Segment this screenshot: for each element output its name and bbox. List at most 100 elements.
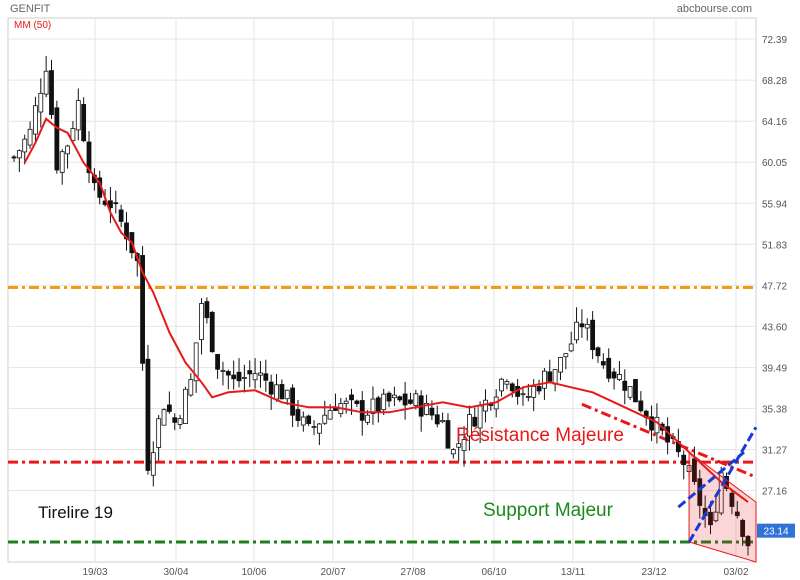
candle <box>209 311 215 353</box>
candle <box>193 342 199 393</box>
candle <box>467 405 472 451</box>
candle-body <box>429 407 435 416</box>
candle-body <box>627 386 633 398</box>
candle-body <box>16 150 22 159</box>
candle-body <box>156 418 162 448</box>
candle-body <box>654 416 660 434</box>
y-axis: 72.39 68.28 64.16 60.05 55.94 51.83 47.72 43.60… <box>762 35 787 497</box>
x-tick-label: 10/06 <box>241 567 266 578</box>
candle-body <box>86 141 92 174</box>
candle <box>354 399 360 407</box>
candle-body <box>617 374 622 380</box>
candle <box>33 96 38 142</box>
candle-body <box>472 416 478 427</box>
channel-upper <box>687 426 758 543</box>
x-tick-label: 13/11 <box>561 567 586 578</box>
candle-body <box>531 386 537 398</box>
last-price-value: 23.14 <box>763 527 788 538</box>
candle <box>536 379 542 395</box>
candle-body <box>311 426 317 428</box>
y-tick-label: 31.27 <box>762 446 787 457</box>
candle-body <box>600 361 606 366</box>
candle-body <box>413 393 419 406</box>
candle <box>49 59 54 120</box>
x-tick-label: 19/03 <box>82 567 107 578</box>
candle-body <box>327 409 333 420</box>
candle-body <box>590 319 596 351</box>
candle <box>729 488 735 515</box>
chart-title: GENFIT <box>10 3 51 15</box>
plot-frame <box>7 17 757 563</box>
candle <box>22 134 28 165</box>
candle <box>499 377 504 397</box>
candle-body <box>150 452 156 476</box>
candle-body <box>745 535 751 547</box>
candle <box>413 389 419 410</box>
candle-body <box>375 397 381 412</box>
y-tick-label: 43.60 <box>762 322 787 333</box>
y-tick-label: 60.05 <box>762 158 787 169</box>
y-tick-label: 72.39 <box>762 35 787 46</box>
channel-lower <box>677 451 745 509</box>
candle <box>606 348 612 383</box>
candle-body <box>402 393 408 406</box>
falling-channel <box>688 451 757 563</box>
candle-body <box>188 379 194 396</box>
candle-body <box>204 301 210 319</box>
candle-body <box>284 389 290 400</box>
candle-body <box>59 151 65 173</box>
candle-body <box>27 128 33 146</box>
candle <box>734 501 740 519</box>
candle-body <box>241 376 247 379</box>
candle-body <box>145 358 151 471</box>
candle-body <box>708 511 713 526</box>
x-tick-label: 03/02 <box>723 567 748 578</box>
candle-body <box>274 384 279 400</box>
candle-body <box>740 519 746 537</box>
candle <box>627 386 633 401</box>
ma-legend: MM (50) <box>14 20 52 31</box>
candle-body <box>622 380 628 391</box>
candle <box>697 469 703 519</box>
y-tick-label: 51.83 <box>762 240 787 251</box>
candle-body <box>300 416 306 426</box>
candle-body <box>236 371 242 382</box>
candle <box>579 309 585 338</box>
candle <box>434 405 440 428</box>
candle-body <box>177 418 183 425</box>
candle <box>204 297 210 324</box>
grid <box>7 17 757 563</box>
candle <box>692 446 697 485</box>
candle <box>745 535 751 556</box>
candle-body <box>461 439 467 452</box>
candle-body <box>450 449 456 455</box>
candle <box>456 428 462 462</box>
candle-body <box>424 402 429 415</box>
candle-body <box>456 443 462 448</box>
candle <box>450 448 456 459</box>
candle-body <box>118 209 124 222</box>
candle <box>509 382 515 398</box>
y-tick-label: 35.38 <box>762 404 787 415</box>
candle <box>402 381 408 420</box>
x-tick-label: 27/08 <box>400 567 425 578</box>
candle-body <box>38 92 44 113</box>
ma50-line <box>23 117 749 503</box>
candle <box>386 391 392 408</box>
candle <box>290 384 295 428</box>
candle-body <box>140 255 145 364</box>
candle <box>263 359 269 392</box>
candle <box>156 415 162 461</box>
candle-body <box>183 388 188 424</box>
candle-body <box>595 347 601 357</box>
candle-body <box>231 374 237 380</box>
candle <box>359 391 365 436</box>
candle <box>600 353 606 369</box>
candle <box>391 386 397 407</box>
candle-body <box>542 370 547 389</box>
candle <box>43 55 49 98</box>
candle <box>381 388 387 416</box>
candle-body <box>199 303 204 340</box>
candle <box>322 400 328 425</box>
candle <box>440 412 446 424</box>
